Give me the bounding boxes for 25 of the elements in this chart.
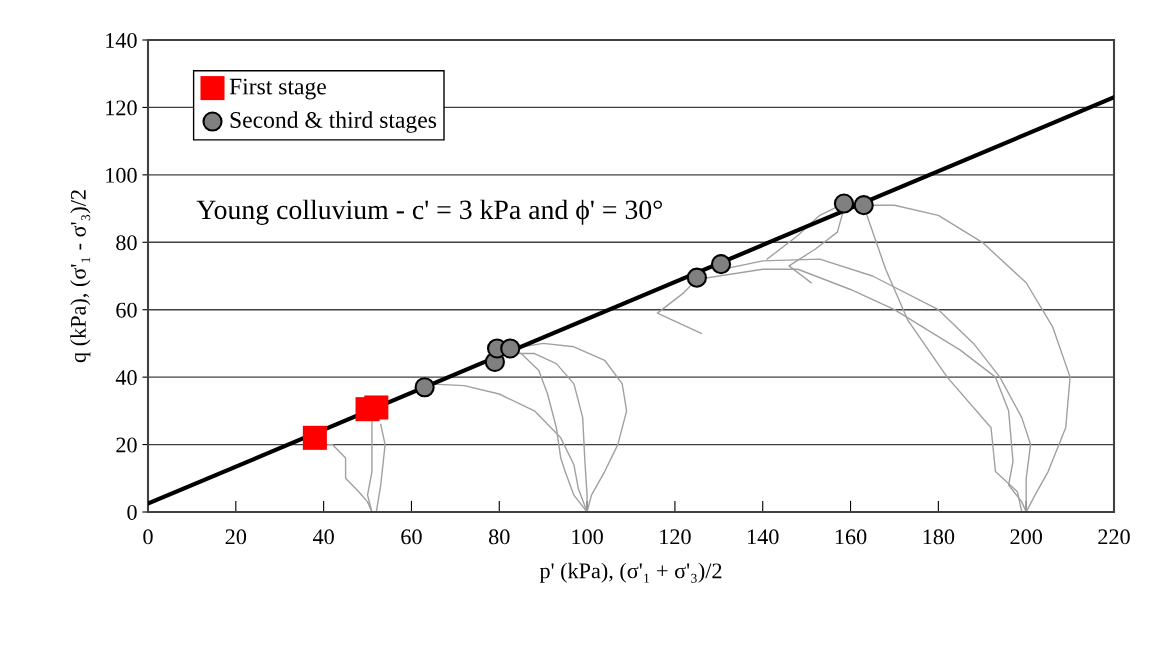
x-tick-label: 0: [143, 529, 153, 545]
x-tick-label: 80: [489, 529, 510, 545]
legend-label: Second & third stages: [230, 111, 437, 133]
y-tick-label: 100: [106, 167, 137, 183]
x-tick-label: 200: [1010, 529, 1042, 545]
y-tick-label: 0: [127, 504, 137, 520]
x-tick-label: 180: [923, 529, 955, 545]
x-tick-label: 100: [572, 529, 603, 545]
y-tick-label: 60: [116, 302, 137, 318]
y-tick-label: 40: [115, 370, 137, 386]
y-tick-label: 140: [106, 32, 137, 48]
x-tick-label: 40: [312, 529, 334, 545]
x-tick-label: 20: [225, 529, 247, 545]
x-tick-label: 60: [401, 529, 422, 545]
y-tick-label: 120: [106, 100, 137, 116]
x-tick-label: 160: [835, 529, 867, 545]
legend-label: First stage: [229, 78, 326, 100]
x-tick-label: 140: [748, 529, 779, 545]
y-tick-label: 20: [116, 437, 137, 453]
y-tick-label: 80: [116, 235, 137, 251]
x-tick-label: 120: [660, 529, 691, 545]
annotation: Young colluvium - c' = 3 kPa and ϕ' = 30°: [196, 199, 662, 225]
x-axis-title: p' (kPa), (σ'₁ + σ'₃)/2: [539, 562, 722, 583]
x-tick-label: 220: [1098, 529, 1130, 545]
y-axis-title: q (kPa), (σ'₁ - σ'₃)/2: [70, 190, 91, 363]
